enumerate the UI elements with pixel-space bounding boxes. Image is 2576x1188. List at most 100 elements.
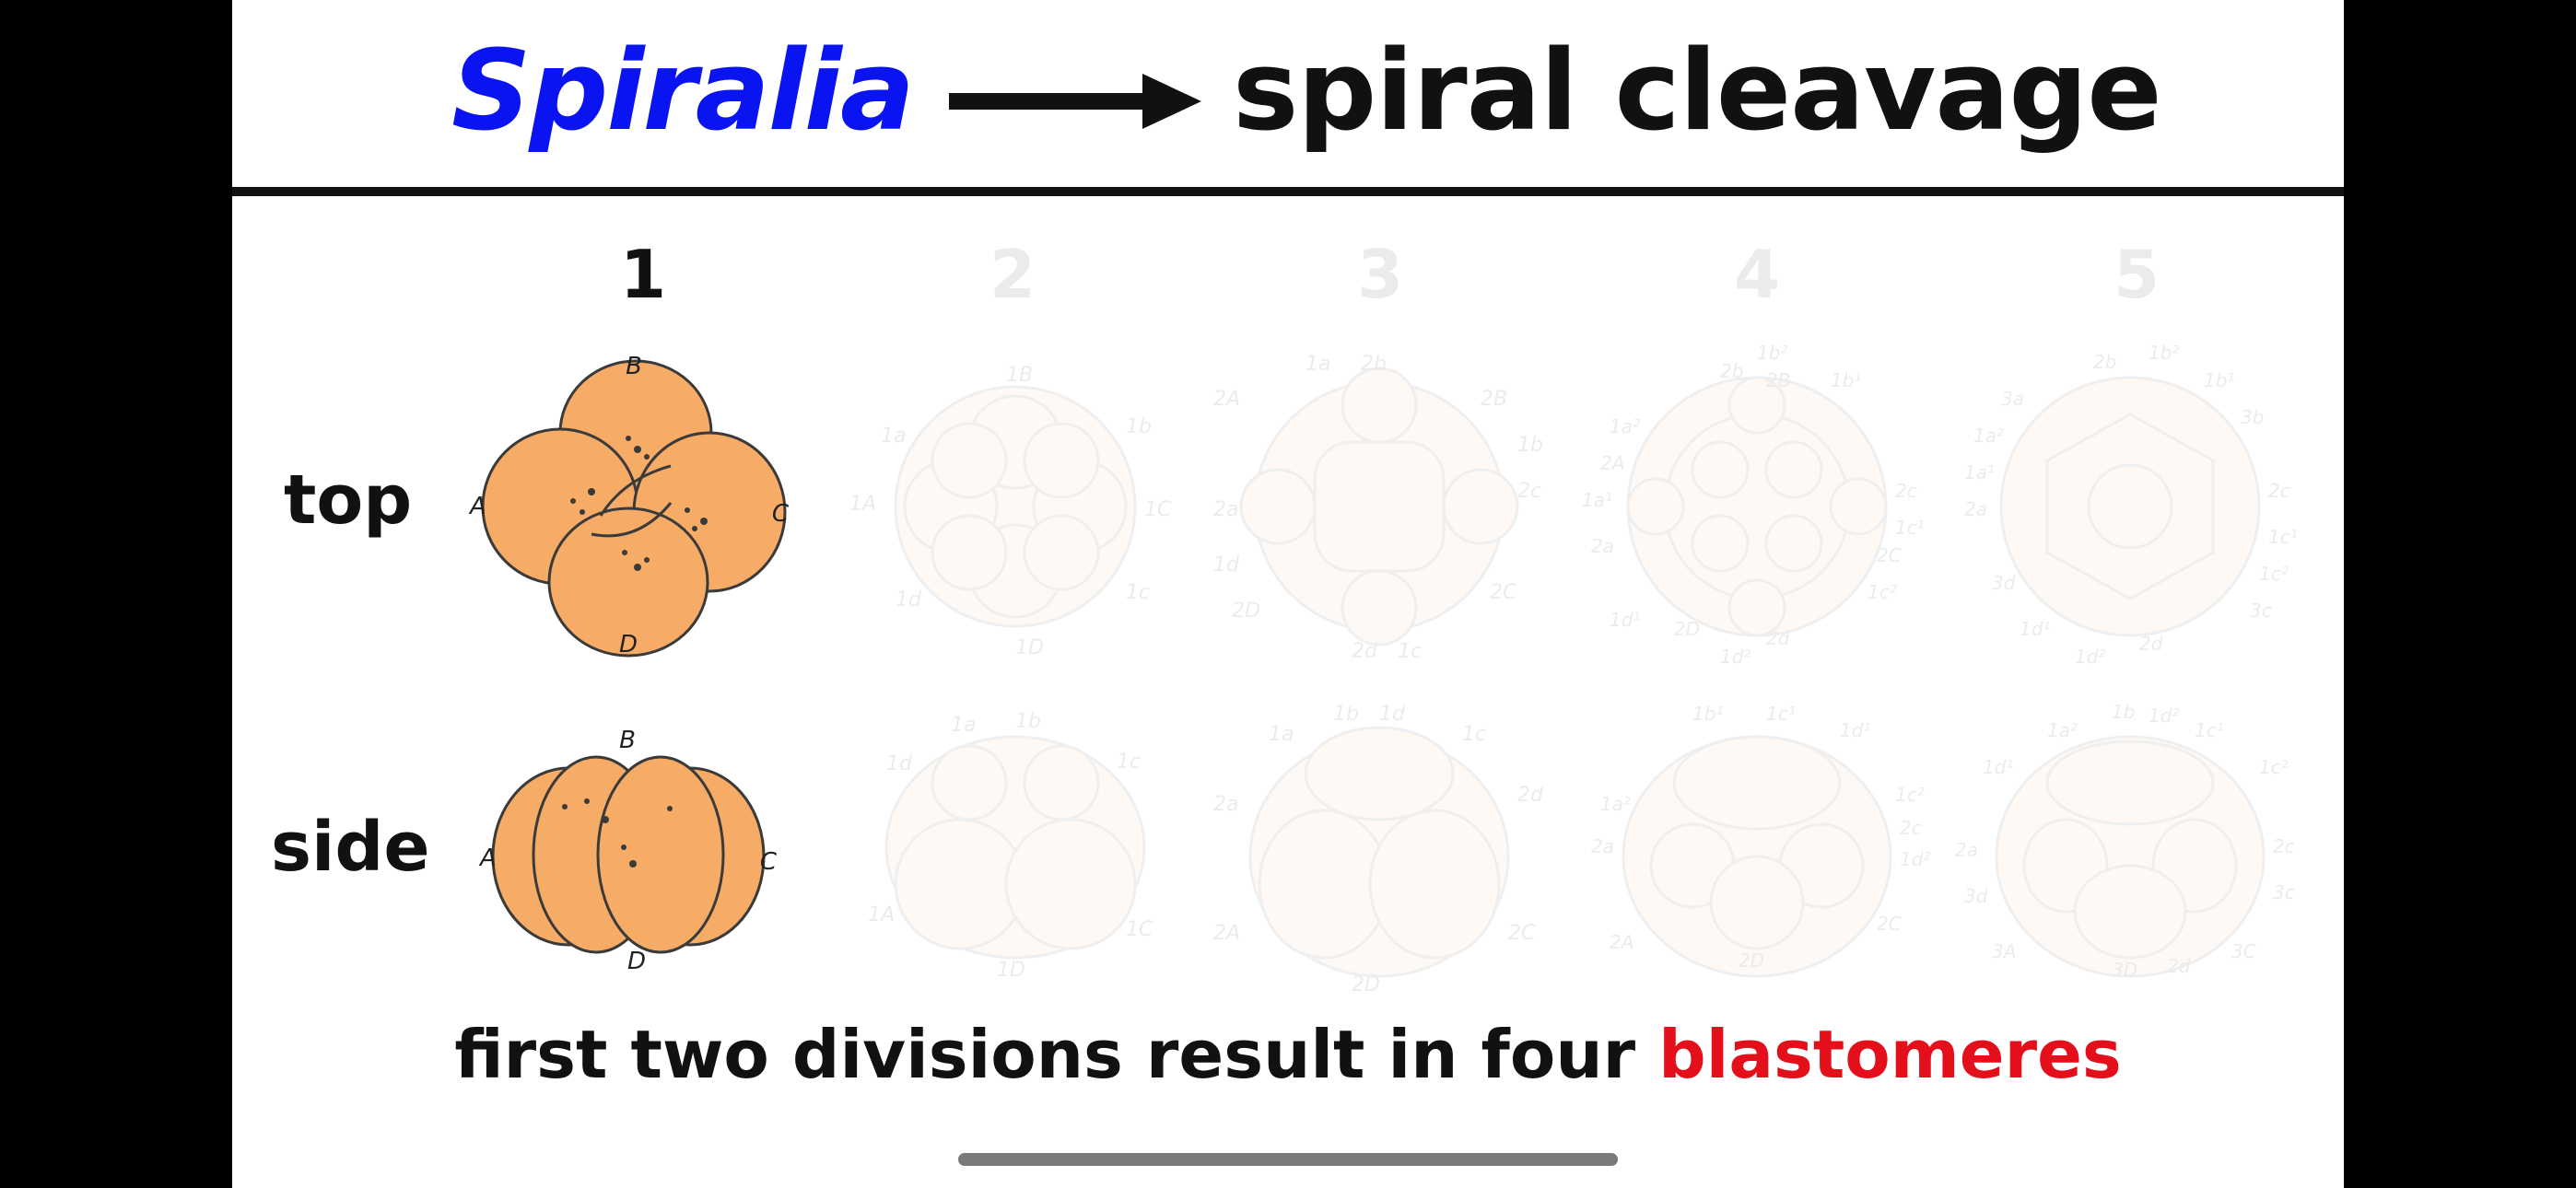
slide-caption: first two divisions result in four blast… xyxy=(232,1013,2344,1096)
stage5-top-label-3: 1b¹ xyxy=(2204,369,2234,391)
stage3-top-label-2: 2b xyxy=(1361,353,1387,376)
stage5-top-label-15: 2d xyxy=(2139,633,2163,655)
stage3-side-label-1: 1b xyxy=(1333,703,1359,726)
stage5-top-label-7: 1a¹ xyxy=(1964,461,1995,483)
stage3-top-label-9: 2D xyxy=(1232,600,1260,623)
stage1-side-label-b: B xyxy=(619,727,636,754)
stage5-top-label-9: 2c xyxy=(2268,480,2290,502)
stage5-side-label-13: 2d xyxy=(2167,955,2191,977)
stage4-top-label-2: 2b xyxy=(1720,360,1743,382)
caption-text: first two divisions result in four xyxy=(454,1016,1659,1093)
stage1-side-label-a: A xyxy=(478,844,497,872)
stage2-side-label-3: 1d xyxy=(886,752,913,775)
right-arrow-icon xyxy=(949,74,1201,129)
stage3-side-label-3: 1a xyxy=(1269,723,1294,746)
stage4-side-label-3: 1d¹ xyxy=(1840,719,1870,741)
stage4-side-label-8: 1d² xyxy=(1900,848,1930,870)
title-result: spiral cleavage xyxy=(1233,28,2162,156)
stage2-side-label-6: 1C xyxy=(1126,918,1153,941)
stage4-top-view-embryo: 1b² 2b 2B 1b¹ 1a² 2A 1a¹ 2c 1c¹ 2a 2C 1c… xyxy=(1582,342,1925,668)
stage5-side-label-3: 1d² xyxy=(2149,705,2179,727)
stage1-top-label-a: A xyxy=(468,493,486,520)
stage3-top-label-3: 2A xyxy=(1213,388,1240,411)
stage3-top-label-8: 1d xyxy=(1213,553,1240,577)
stage5-top-label-10: 1c¹ xyxy=(2268,526,2298,548)
stage1-top-label-b: B xyxy=(626,353,642,380)
stage2-top-view-embryo: 1B 1a 1b 1A 1C 1d 1c 1D xyxy=(849,364,1172,659)
stage2-side-label-5: 1A xyxy=(868,903,895,926)
stage1-top-label-d: D xyxy=(619,631,638,658)
stage4-side-label-11: 2C xyxy=(1877,913,1902,935)
stage1-top-view-embryo: B A C D xyxy=(468,353,790,658)
stage4-top-label-7: 1a¹ xyxy=(1582,489,1612,511)
home-indicator[interactable] xyxy=(958,1153,1618,1166)
stage3-top-label-5: 1b xyxy=(1517,434,1543,457)
stage4-top-label-12: 1c² xyxy=(1868,581,1897,603)
caption-highlight: blastomeres xyxy=(1658,1016,2122,1093)
stage3-side-label-9: 2D xyxy=(1352,973,1380,995)
stage4-side-label-5: 1c² xyxy=(1895,784,1925,806)
stage2-top-label-3: 1b xyxy=(1126,415,1152,438)
stage1-top-label-c: C xyxy=(772,500,790,528)
stage3-top-label-1: 1a xyxy=(1306,353,1330,376)
stage4-top-label-6: 2A xyxy=(1600,452,1624,474)
stage5-side-label-2: 1b xyxy=(2112,701,2135,723)
row-label-top: top xyxy=(284,460,413,540)
stage2-top-label-8: 1D xyxy=(1015,636,1044,659)
stage3-side-label-4: 1c xyxy=(1462,723,1486,746)
stage4-top-label-14: 2D xyxy=(1674,618,1700,640)
stage5-top-label-11: 1c² xyxy=(2259,563,2289,585)
stage3-top-label-7: 2c xyxy=(1517,480,1541,503)
stage5-top-label-13: 3c xyxy=(2250,600,2272,622)
stage4-side-view-embryo: 1b¹ 1c¹ 1d¹ 1a² 1c² 2a 2c 1d² 2A 2D 2C xyxy=(1591,703,1930,978)
stage1-side-label-d: D xyxy=(627,948,646,975)
stage5-side-label-1: 1a² xyxy=(2047,719,2078,741)
stage5-top-label-8: 2a xyxy=(1964,498,1987,520)
stage4-side-label-1: 1b¹ xyxy=(1692,703,1723,725)
stage4-top-label-16: 1d² xyxy=(1720,646,1751,668)
stage5-top-label-2: 1b² xyxy=(2149,342,2179,364)
stage5-top-label-1: 2b xyxy=(2093,351,2116,373)
stage3-side-view-embryo: 1b 1d 1a 1c 2a 2d 2A 2C 2D xyxy=(1213,703,1544,995)
stage5-side-view-embryo: 1a² 1b 1d² 1c¹ 1d¹ 1c² 2a 2c 3d 3c 3A 3D… xyxy=(1955,701,2295,981)
stage5-top-label-12: 3d xyxy=(1992,572,2016,594)
stage5-side-label-10: 3c xyxy=(2273,881,2295,903)
stage5-top-label-4: 3a xyxy=(2001,388,2024,410)
stage5-side-label-7: 2a xyxy=(1955,839,1978,861)
stage5-side-label-11: 3A xyxy=(1992,940,2016,962)
stage5-side-label-12: 3D xyxy=(2112,959,2137,981)
column-number-4: 4 xyxy=(1733,236,1781,313)
stage3-top-view-embryo: 1a 2b 2A 2B 1b 2a 2c 1d 2D 2C 2d 1c xyxy=(1213,353,1543,663)
stage4-top-label-1: 1b² xyxy=(1757,342,1787,364)
stage2-top-label-6: 1d xyxy=(896,588,922,611)
column-number-3: 3 xyxy=(1356,236,1404,313)
stage3-top-label-4: 2B xyxy=(1481,388,1507,411)
stage2-top-label-2: 1a xyxy=(881,425,906,448)
stage1-side-label-c: C xyxy=(760,848,778,876)
stage5-side-label-4: 1c¹ xyxy=(2195,719,2224,741)
stage4-side-label-10: 2D xyxy=(1739,949,1764,972)
header-divider xyxy=(232,187,2344,196)
stage3-side-label-5: 2a xyxy=(1213,793,1238,816)
lecture-slide: Spiralia spiral cleavage 1 2 3 4 5 top s… xyxy=(232,0,2344,1188)
stage2-top-label-1: 1B xyxy=(1006,364,1033,387)
stage4-top-label-4: 1b¹ xyxy=(1831,369,1861,391)
stage4-top-label-5: 1a² xyxy=(1610,415,1640,437)
stage3-top-label-6: 2a xyxy=(1213,498,1238,521)
stage5-side-label-9: 3d xyxy=(1964,885,1988,907)
stage4-top-label-8: 2c xyxy=(1895,480,1917,502)
stage2-top-label-4: 1A xyxy=(849,493,876,516)
stage4-side-label-9: 2A xyxy=(1610,931,1633,953)
stage2-top-label-7: 1c xyxy=(1126,581,1150,604)
stage2-side-view-embryo: 1a 1b 1d 1c 1A 1C 1D xyxy=(868,710,1153,982)
stage4-top-label-15: 2d xyxy=(1766,627,1790,649)
stage2-side-label-4: 1c xyxy=(1117,751,1141,774)
stage5-top-view-embryo: 2b 1b² 1b¹ 3a 3b 1a² 1a¹ 2a 2c 1c¹ 1c² 3… xyxy=(1964,342,2298,668)
stage3-side-label-8: 2C xyxy=(1508,922,1536,945)
stage4-side-label-4: 1a² xyxy=(1600,793,1631,815)
slide-header: Spiralia spiral cleavage xyxy=(232,0,2344,189)
stage4-top-label-9: 1c¹ xyxy=(1895,517,1925,539)
stage3-top-label-10: 2C xyxy=(1490,581,1517,604)
stage4-top-label-10: 2a xyxy=(1591,535,1614,557)
stage2-side-label-1: 1a xyxy=(951,714,976,737)
